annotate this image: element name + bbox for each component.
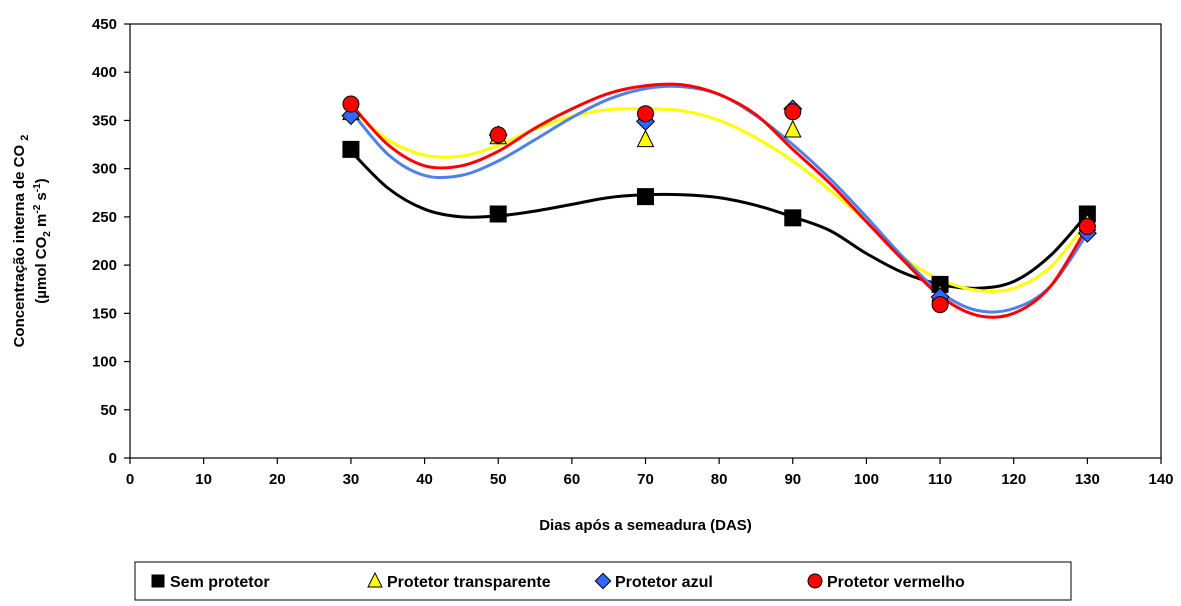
data-point-series-1	[784, 209, 802, 227]
x-tick-label: 90	[784, 471, 801, 488]
x-tick-label: 100	[854, 471, 879, 488]
y-tick-label: 0	[109, 450, 117, 467]
data-markers	[341, 95, 1097, 314]
data-point-series-4	[342, 95, 360, 113]
y-tick-label: 300	[92, 161, 117, 178]
x-tick-label: 40	[416, 471, 433, 488]
data-point-series-4	[931, 296, 949, 314]
plot-area	[129, 23, 1162, 459]
y-tick-label: 50	[100, 402, 117, 419]
legend: Sem protetor Protetor transparente Proteto…	[134, 561, 1072, 601]
legend-label-4: Protetor vermelho	[827, 574, 965, 591]
legend-label-3: Protetor azul	[615, 574, 713, 591]
x-tick-label: 0	[126, 471, 134, 488]
legend-marker-4	[807, 573, 823, 589]
y-tick-label: 100	[92, 354, 117, 371]
x-tick-label: 80	[711, 471, 728, 488]
x-tick-label: 70	[637, 471, 654, 488]
x-tick-label: 140	[1148, 471, 1173, 488]
x-tick-label: 60	[564, 471, 581, 488]
x-tick-label: 20	[269, 471, 286, 488]
y-tick-label: 350	[92, 112, 117, 129]
x-tick-label: 120	[1001, 471, 1026, 488]
trend-curve-2	[349, 107, 1089, 293]
legend-marker-2	[367, 571, 383, 588]
x-tick-label: 50	[490, 471, 507, 488]
data-point-series-4	[1078, 218, 1096, 236]
data-point-series-1	[637, 188, 654, 206]
y-tick-label: 150	[92, 305, 117, 322]
y-tick-label: 400	[92, 64, 117, 81]
data-point-series-4	[637, 105, 654, 123]
y-tick-label: 200	[92, 257, 117, 274]
data-point-series-1	[489, 205, 507, 223]
trend-curve-4	[349, 82, 1089, 319]
legend-label-2: Protetor transparente	[387, 574, 551, 591]
x-axis: 0 10 20 30 40 50 60 70 80 90 100 110 120 130 140	[126, 458, 1174, 488]
data-point-series-4	[489, 126, 507, 144]
x-tick-label: 10	[195, 471, 212, 488]
x-tick-label: 110	[928, 471, 952, 488]
y-axis-title: Concentração interna de CO 2(µmol CO2 m-…	[11, 135, 53, 348]
x-tick-label: 30	[343, 471, 360, 488]
legend-marker-3	[594, 572, 612, 590]
data-point-series-2	[636, 129, 655, 148]
trend-curves	[349, 82, 1089, 319]
legend-label-1: Sem protetor	[170, 574, 270, 591]
y-axis-title-line2: (µmol CO2 m-2 s-1)	[32, 178, 53, 303]
data-point-series-1	[342, 140, 360, 158]
y-axis: 0 50 100 150 200 250 300 350 400 450	[92, 16, 130, 467]
legend-marker-1	[151, 574, 165, 588]
plot-border	[129, 23, 1162, 459]
x-tick-label: 130	[1075, 471, 1100, 488]
x-axis-title: Dias após a semeadura (DAS)	[539, 517, 752, 534]
y-tick-label: 450	[92, 16, 117, 33]
y-axis-title-line1: Concentração interna de CO 2	[11, 135, 31, 348]
y-tick-label: 250	[92, 209, 117, 226]
data-point-series-2	[783, 119, 802, 138]
data-point-series-4	[784, 103, 802, 121]
